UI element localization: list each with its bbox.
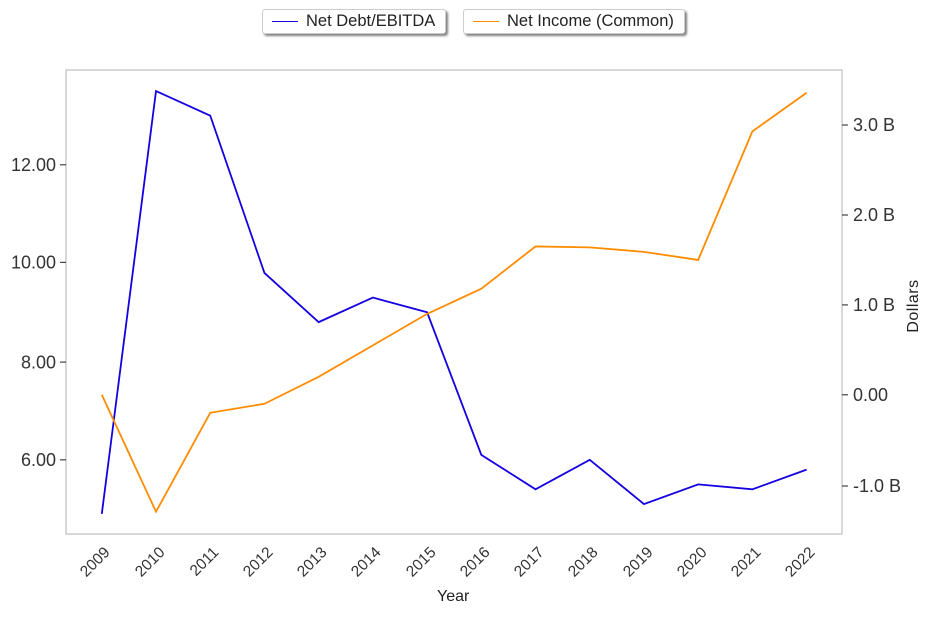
svg-text:8.00: 8.00 <box>21 352 56 372</box>
svg-text:-1.0 B: -1.0 B <box>853 476 901 496</box>
svg-text:1.0 B: 1.0 B <box>853 295 895 315</box>
svg-text:2.0 B: 2.0 B <box>853 205 895 225</box>
svg-text:3.0 B: 3.0 B <box>853 115 895 135</box>
svg-text:10.00: 10.00 <box>11 253 56 273</box>
svg-text:12.00: 12.00 <box>11 155 56 175</box>
svg-text:6.00: 6.00 <box>21 450 56 470</box>
svg-text:0.00: 0.00 <box>853 385 888 405</box>
